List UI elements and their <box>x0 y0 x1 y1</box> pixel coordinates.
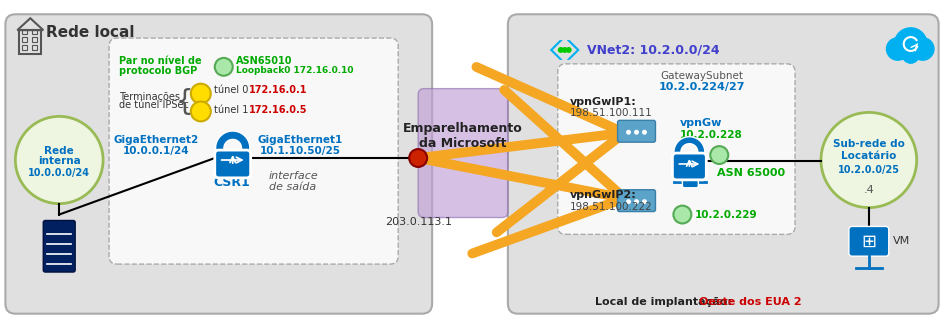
Text: Sub-rede do: Sub-rede do <box>832 139 903 149</box>
Text: {: { <box>176 88 194 116</box>
Circle shape <box>625 199 631 204</box>
Text: vpnGwIP1:: vpnGwIP1: <box>569 97 636 107</box>
Circle shape <box>710 146 728 164</box>
Text: Par no nível de: Par no nível de <box>119 56 201 66</box>
Text: 198.51.100.222: 198.51.100.222 <box>569 202 651 212</box>
Text: 10.0.0.1/24: 10.0.0.1/24 <box>123 146 189 156</box>
Text: protocolo BGP: protocolo BGP <box>119 66 197 76</box>
Text: Locatário: Locatário <box>840 151 896 161</box>
FancyBboxPatch shape <box>507 14 937 314</box>
Text: Emparelhamento: Emparelhamento <box>403 122 522 135</box>
FancyBboxPatch shape <box>109 38 397 264</box>
Text: interna: interna <box>38 156 80 166</box>
Text: 203.0.113.1: 203.0.113.1 <box>384 217 451 227</box>
Text: 10.2.0.228: 10.2.0.228 <box>679 130 741 140</box>
FancyBboxPatch shape <box>848 226 888 256</box>
FancyBboxPatch shape <box>617 190 655 212</box>
Text: túnel 0: túnel 0 <box>213 85 248 95</box>
FancyBboxPatch shape <box>214 150 250 178</box>
Text: 10.1.10.50/25: 10.1.10.50/25 <box>260 146 341 156</box>
Circle shape <box>820 112 916 208</box>
Circle shape <box>191 101 211 121</box>
FancyBboxPatch shape <box>682 176 698 188</box>
Text: de túnel IPSec: de túnel IPSec <box>119 100 189 110</box>
FancyBboxPatch shape <box>557 64 794 234</box>
Circle shape <box>625 130 631 135</box>
FancyBboxPatch shape <box>6 14 431 314</box>
Circle shape <box>557 47 564 53</box>
FancyBboxPatch shape <box>617 120 655 142</box>
Circle shape <box>901 46 919 64</box>
Text: VM: VM <box>892 236 909 246</box>
Text: 10.2.0.0/25: 10.2.0.0/25 <box>837 165 899 175</box>
Polygon shape <box>566 40 579 60</box>
Text: vpnGw: vpnGw <box>679 118 721 128</box>
Text: 10.2.0.224/27: 10.2.0.224/27 <box>658 82 745 92</box>
Text: VNet2: 10.2.0.0/24: VNet2: 10.2.0.0/24 <box>586 44 718 57</box>
Text: ASN 65000: ASN 65000 <box>716 168 784 178</box>
Text: interface: interface <box>268 171 318 181</box>
FancyBboxPatch shape <box>672 153 705 180</box>
Text: .4: .4 <box>863 185 873 195</box>
Text: Rede local: Rede local <box>46 25 135 40</box>
Circle shape <box>409 149 427 167</box>
Text: GigaEthernet2: GigaEthernet2 <box>113 135 198 145</box>
Circle shape <box>214 58 232 76</box>
Text: 10.0.0.0/24: 10.0.0.0/24 <box>28 168 90 178</box>
Circle shape <box>910 37 934 61</box>
Circle shape <box>893 27 927 61</box>
Polygon shape <box>549 40 562 60</box>
Text: de saída: de saída <box>268 182 315 192</box>
Text: GatewaySubnet: GatewaySubnet <box>660 71 743 81</box>
Text: Terminações: Terminações <box>119 91 180 101</box>
Text: Rede: Rede <box>44 146 74 156</box>
Text: Loopback0 172.16.0.10: Loopback0 172.16.0.10 <box>235 66 353 75</box>
Text: 10.2.0.229: 10.2.0.229 <box>694 210 756 220</box>
Text: 172.16.0.5: 172.16.0.5 <box>248 105 307 115</box>
Text: 198.51.100.111: 198.51.100.111 <box>569 109 651 119</box>
FancyBboxPatch shape <box>417 89 507 217</box>
Text: ⊞: ⊞ <box>860 233 875 251</box>
Circle shape <box>15 116 103 203</box>
Text: Local de implantação:: Local de implantação: <box>594 297 731 307</box>
Text: GigaEthernet1: GigaEthernet1 <box>258 135 343 145</box>
Text: CSR1: CSR1 <box>213 176 250 189</box>
Text: 172.16.0.1: 172.16.0.1 <box>248 85 307 95</box>
Circle shape <box>641 199 647 204</box>
Circle shape <box>565 47 571 53</box>
Circle shape <box>191 84 211 103</box>
Circle shape <box>633 199 638 204</box>
Circle shape <box>561 47 567 53</box>
Text: da Microsoft: da Microsoft <box>419 137 506 150</box>
Circle shape <box>673 206 691 224</box>
Text: túnel 1: túnel 1 <box>213 105 248 115</box>
FancyBboxPatch shape <box>43 221 76 272</box>
Text: ASN65010: ASN65010 <box>235 56 292 66</box>
Text: vpnGwIP2:: vpnGwIP2: <box>569 190 636 200</box>
Circle shape <box>641 130 647 135</box>
Circle shape <box>885 37 909 61</box>
Circle shape <box>633 130 638 135</box>
Text: Oeste dos EUA 2: Oeste dos EUA 2 <box>699 297 801 307</box>
